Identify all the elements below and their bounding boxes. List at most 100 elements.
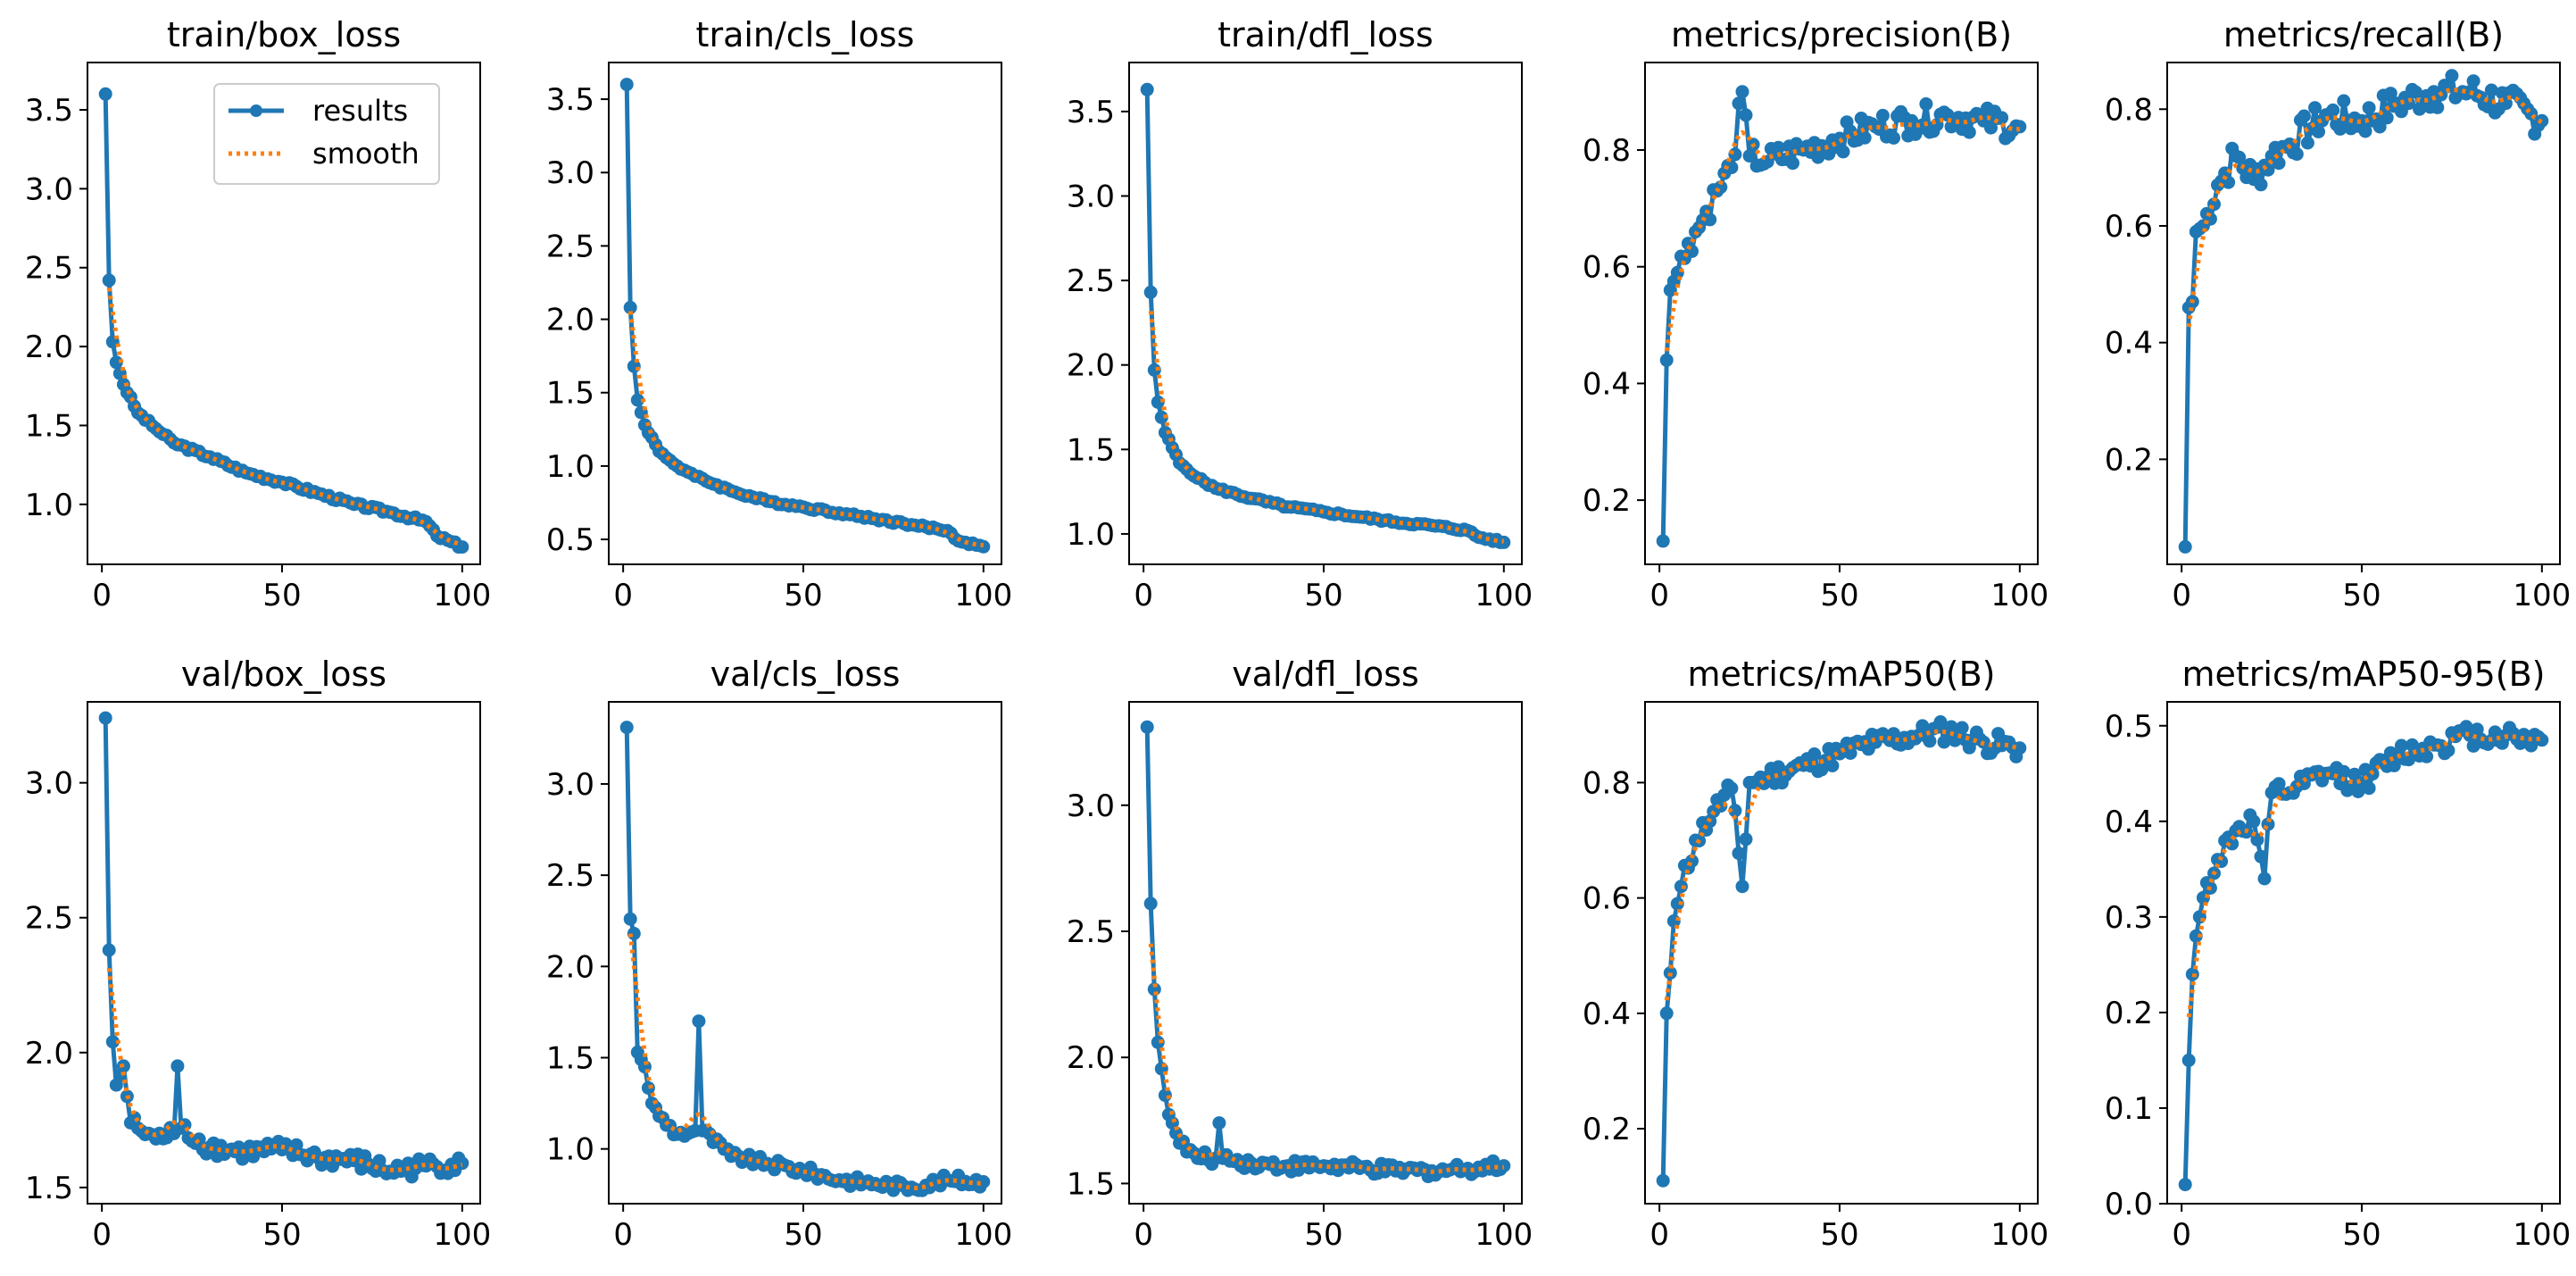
- results-point: [2272, 777, 2286, 791]
- results-point: [1724, 781, 1739, 796]
- results-point: [2441, 743, 2456, 757]
- results-point: [105, 1035, 120, 1049]
- axes-frame: [1128, 701, 1523, 1205]
- y-tick-label: 3.5: [25, 93, 73, 129]
- y-tick-label: 1.5: [546, 1041, 594, 1077]
- x-tick-label: 0: [92, 578, 112, 613]
- results-point: [2013, 741, 2027, 755]
- x-tick-label: 50: [784, 578, 822, 613]
- results-point: [1739, 832, 1753, 846]
- results-point: [1659, 1006, 1674, 1021]
- y-tick-label: 0.2: [2105, 442, 2153, 478]
- y-tick-label: 0.8: [2105, 92, 2153, 128]
- subplot-title: val/dfl_loss: [1232, 655, 1419, 694]
- y-tick-label: 0.5: [546, 522, 594, 558]
- results-point: [2372, 120, 2387, 134]
- results-point: [2232, 150, 2247, 164]
- y-tick-label: 0.1: [2105, 1091, 2153, 1127]
- y-tick-label: 2.0: [546, 303, 594, 338]
- y-tick-label: 3.0: [546, 767, 594, 803]
- results-point: [1154, 410, 1168, 424]
- subplot-6: val/box_loss 0 50 100 1.5 2.0 2.5 3.0: [25, 655, 491, 1253]
- x-tick-label: 50: [262, 578, 301, 613]
- x-tick-label: 100: [1990, 1217, 2048, 1253]
- subplot-title: train/dfl_loss: [1217, 15, 1433, 54]
- subplot-5: metrics/recall(B) 0 50 100 0.2 0.4 0.6 0.8: [2105, 15, 2571, 613]
- results-point: [1656, 534, 1670, 548]
- y-tick-label: 2.5: [25, 251, 73, 287]
- results-point: [619, 721, 634, 735]
- results-point: [1843, 746, 1857, 760]
- y-tick-label: 0.6: [2105, 209, 2153, 245]
- x-tick-label: 100: [1475, 1217, 1533, 1253]
- legend-results-marker: [250, 104, 262, 117]
- x-tick-label: 0: [613, 1217, 633, 1253]
- y-tick-label: 1.0: [546, 449, 594, 485]
- y-tick-label: 1.5: [25, 408, 73, 444]
- y-tick-label: 0.6: [1583, 250, 1631, 286]
- subplot-title: metrics/recall(B): [2223, 15, 2504, 54]
- y-tick-label: 2.5: [1067, 914, 1115, 950]
- x-tick-label: 100: [433, 578, 491, 613]
- x-tick-label: 0: [1649, 1217, 1669, 1253]
- results-point: [1656, 1173, 1670, 1188]
- results-point: [1955, 721, 1969, 735]
- results-point: [1732, 96, 1746, 111]
- x-tick-label: 50: [784, 1217, 822, 1253]
- x-tick-label: 100: [954, 1217, 1012, 1253]
- y-tick-label: 2.0: [1067, 1040, 1115, 1076]
- results-point: [2355, 113, 2369, 128]
- results-point: [1811, 150, 1825, 164]
- results-line: [624, 84, 985, 549]
- results-point: [1143, 285, 1158, 299]
- y-tick-label: 0.8: [1583, 765, 1631, 801]
- x-tick-label: 50: [1820, 1217, 1858, 1253]
- results-point: [1825, 759, 1840, 772]
- results-point: [1732, 846, 1746, 861]
- results-point: [2362, 781, 2376, 796]
- axes-frame: [1644, 701, 2039, 1205]
- results-point: [641, 1080, 655, 1095]
- results-point: [1724, 161, 1739, 175]
- results-point: [2308, 101, 2322, 115]
- x-tick-label: 50: [1304, 1217, 1342, 1253]
- results-point: [2189, 929, 2203, 943]
- results-point: [2409, 85, 2422, 99]
- results-point: [2254, 849, 2268, 863]
- y-tick-label: 2.0: [546, 949, 594, 985]
- axes-frame: [1128, 62, 1523, 565]
- results-point: [2441, 79, 2456, 94]
- y-tick-label: 0.2: [2105, 996, 2153, 1031]
- y-tick-label: 3.0: [1067, 788, 1115, 824]
- results-point: [2013, 120, 2027, 134]
- results-point: [1742, 149, 1757, 163]
- x-tick-label: 100: [2513, 1217, 2571, 1253]
- y-tick-label: 2.5: [25, 901, 73, 937]
- subplot-1: train/box_loss 0 50 100 1.0 1.5 2.0 2.5 3.0 3.5: [25, 15, 491, 613]
- results-point: [1151, 1035, 1165, 1049]
- results-point: [2358, 124, 2372, 138]
- y-tick-label: 0.4: [2105, 805, 2153, 840]
- results-point: [109, 355, 123, 370]
- results-point: [1735, 85, 1749, 99]
- results-point: [1944, 720, 1958, 734]
- results-point: [170, 1059, 185, 1073]
- legend-results-label: results: [312, 94, 408, 128]
- axes-frame: [87, 62, 481, 565]
- results-point: [1923, 734, 1937, 748]
- results-line: [624, 727, 985, 1193]
- results-line: [1660, 89, 2021, 541]
- results-point: [1497, 535, 1511, 549]
- subplot-title: metrics/precision(B): [1671, 15, 2012, 54]
- y-tick-label: 2.5: [546, 229, 594, 264]
- x-tick-label: 0: [2172, 1217, 2191, 1253]
- y-tick-label: 0.2: [1583, 1112, 1631, 1147]
- y-tick-label: 1.5: [546, 376, 594, 412]
- results-line: [1660, 720, 2023, 1181]
- results-point: [2383, 87, 2397, 101]
- results-point: [2326, 103, 2340, 117]
- results-point: [2272, 156, 2286, 171]
- results-point: [1984, 121, 1998, 135]
- results-point: [1143, 897, 1158, 911]
- results-point: [1962, 125, 1976, 139]
